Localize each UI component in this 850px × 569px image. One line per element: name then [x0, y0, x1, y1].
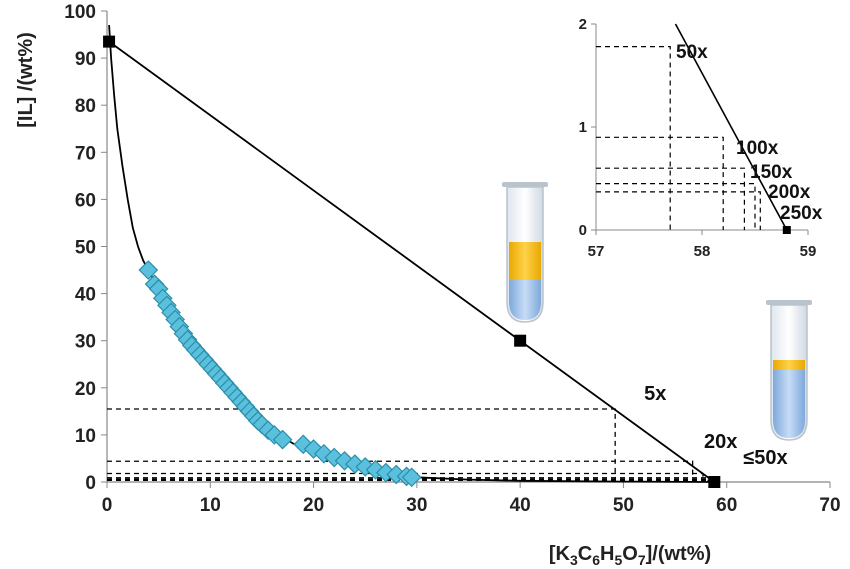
inset-dashed-level-line: [596, 191, 761, 230]
binodal-point: [138, 260, 159, 280]
y-tick-label: 60: [75, 190, 96, 211]
inset-y-tick-label: 2: [579, 16, 587, 33]
x-tick-label: 0: [102, 495, 113, 516]
test-tube-icon: [502, 182, 548, 323]
inset-dashed-level-line: [596, 46, 671, 230]
binodal-point: [401, 467, 422, 488]
inset-end-point: [782, 226, 791, 234]
inset-y-tick-label: 1: [579, 119, 587, 136]
x-axis-label: [K3C6H5O7]/(wt%): [549, 543, 711, 568]
inset-tie-line: [674, 23, 788, 231]
annotation-le50x: ≤50x: [743, 447, 787, 469]
y-tick-label: 10: [75, 426, 96, 447]
inset-dashed-level-line: [596, 167, 746, 230]
y-tick-label: 70: [75, 143, 96, 164]
tie-line-point: [708, 476, 721, 488]
inset-annotation: 250x: [780, 203, 823, 224]
dashed-level-line: [107, 477, 709, 482]
binodal-markers: [138, 260, 422, 488]
inset-annotation: 50x: [676, 42, 708, 63]
y-tick-label: 0: [85, 473, 96, 494]
x-tick-label: 40: [510, 495, 531, 516]
inset-x-tick-label: 58: [694, 243, 711, 260]
inset-dashed-level-line: [596, 183, 756, 230]
y-tick-label: 40: [75, 285, 96, 306]
test-tube-icon: [766, 300, 812, 441]
y-tick-label: 80: [75, 96, 96, 117]
inset-x-tick-label: 57: [588, 243, 605, 260]
tie-line: [103, 35, 721, 488]
annotation-5x: 5x: [644, 383, 666, 405]
x-tick-label: 70: [819, 495, 840, 516]
inset-dashed-level-line: [596, 136, 724, 230]
x-tick-label: 10: [200, 495, 221, 516]
y-tick-label: 20: [75, 379, 96, 400]
x-tick-label: 50: [613, 495, 634, 516]
x-tick-label: 20: [303, 495, 324, 516]
tie-line-point: [103, 35, 116, 48]
tie-line-segment: [108, 40, 715, 483]
x-tick-label: 30: [406, 495, 427, 516]
annotations: 5x 20x ≤50x: [644, 383, 788, 469]
y-tick-label: 90: [75, 49, 96, 70]
y-tick-label: 30: [75, 332, 96, 353]
inset-annotation: 100x: [736, 138, 779, 159]
dashed-level-line: [107, 460, 694, 482]
y-tick-label: 50: [75, 238, 96, 259]
y-tick-label: 100: [64, 2, 96, 23]
inset-y-tick-label: 0: [579, 222, 587, 239]
inset-x-tick-label: 59: [800, 243, 817, 260]
x-tick-label: 60: [716, 495, 737, 516]
inset-annotation: 150x: [750, 162, 793, 183]
inset-annotation: 200x: [768, 182, 811, 203]
y-axis-label: [IL] /(wt%): [15, 32, 37, 128]
annotation-20x: 20x: [704, 431, 737, 453]
binodal-point: [272, 429, 293, 450]
tie-line-point: [514, 334, 527, 347]
